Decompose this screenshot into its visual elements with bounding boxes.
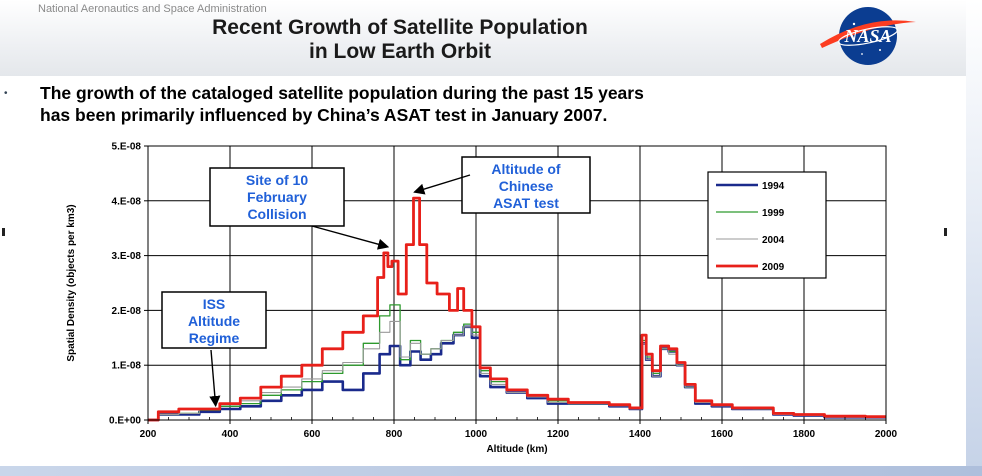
x-axis-title: Altitude (km)	[486, 444, 547, 455]
annotation-text: Regime	[189, 330, 240, 346]
slide-title-line2: in Low Earth Orbit	[309, 40, 491, 63]
subtitle-line2: has been primarily influenced by China’s…	[40, 105, 608, 125]
slide-title-line1: Recent Growth of Satellite Population	[212, 16, 588, 39]
left-edge-mark	[2, 228, 5, 236]
annotation-text: Chinese	[499, 178, 554, 194]
plot-frame	[147, 145, 887, 421]
x-tick-label: 1600	[711, 429, 734, 440]
y-tick-label: 4.E-08	[112, 196, 142, 207]
annotation-text: ISS	[203, 296, 226, 312]
chart-series	[148, 196, 886, 422]
slide-title: Recent Growth of Satellite Population in…	[90, 16, 710, 64]
y-axis-title: Spatial Density (objects per km3)	[66, 204, 77, 361]
x-tick-label: 1200	[547, 429, 570, 440]
x-tick-label: 1800	[793, 429, 816, 440]
x-tick-label: 1000	[465, 429, 488, 440]
nasa-logo-text: NASA	[843, 26, 891, 46]
y-tick-label: 1.E-08	[112, 361, 142, 372]
agency-name: National Aeronautics and Space Administr…	[38, 3, 267, 15]
subtitle: The growth of the cataloged satellite po…	[40, 82, 960, 126]
legend-label-1999: 1999	[762, 208, 785, 219]
annotation-box	[461, 156, 591, 214]
annotation-text: Collision	[247, 206, 306, 222]
header-band	[0, 0, 982, 76]
legend-box	[707, 171, 827, 279]
annotation-box	[161, 291, 267, 349]
annotation-text: Altitude of	[491, 161, 561, 177]
slide-side-bar	[966, 0, 982, 466]
subtitle-line1: The growth of the cataloged satellite po…	[40, 83, 644, 103]
x-tick-label: 400	[222, 429, 239, 440]
y-tick-label: 2.E-08	[112, 306, 142, 317]
legend-label-1994: 1994	[762, 181, 785, 192]
bullet-marker: •	[4, 88, 8, 99]
annotation-text: Site of 10	[246, 172, 308, 188]
annotation-text: Altitude	[188, 313, 240, 329]
x-tick-label: 600	[304, 429, 321, 440]
x-tick-label: 800	[386, 429, 403, 440]
slide-bottom-bar	[0, 466, 982, 476]
legend-label-2004: 2004	[762, 235, 785, 246]
annotation-arrow	[413, 174, 471, 195]
x-tick-label: 200	[140, 429, 157, 440]
annotation-arrow	[311, 225, 390, 250]
x-tick-label: 1400	[629, 429, 652, 440]
right-edge-mark	[944, 228, 947, 236]
y-tick-label: 3.E-08	[112, 251, 142, 262]
legend-label-2009: 2009	[762, 262, 785, 273]
x-tick-label: 2000	[875, 429, 898, 440]
annotation-text: February	[247, 189, 307, 205]
annotation-text: ASAT test	[493, 195, 559, 211]
chart-legend: 1994 1999 2004 2009	[707, 171, 827, 279]
annotation-arrow	[209, 349, 221, 408]
y-tick-label: 0.E+00	[109, 416, 141, 427]
series-line-2004	[148, 320, 886, 421]
chart-axes: 200 400 600 800 1000 1200 1400 1600 1800 2000 0.E+…	[66, 142, 898, 456]
y-tick-label: 5.E-08	[112, 142, 142, 153]
annotation-box	[209, 167, 345, 227]
series-line-2009	[148, 196, 886, 422]
nasa-logo: NASA	[820, 7, 916, 65]
